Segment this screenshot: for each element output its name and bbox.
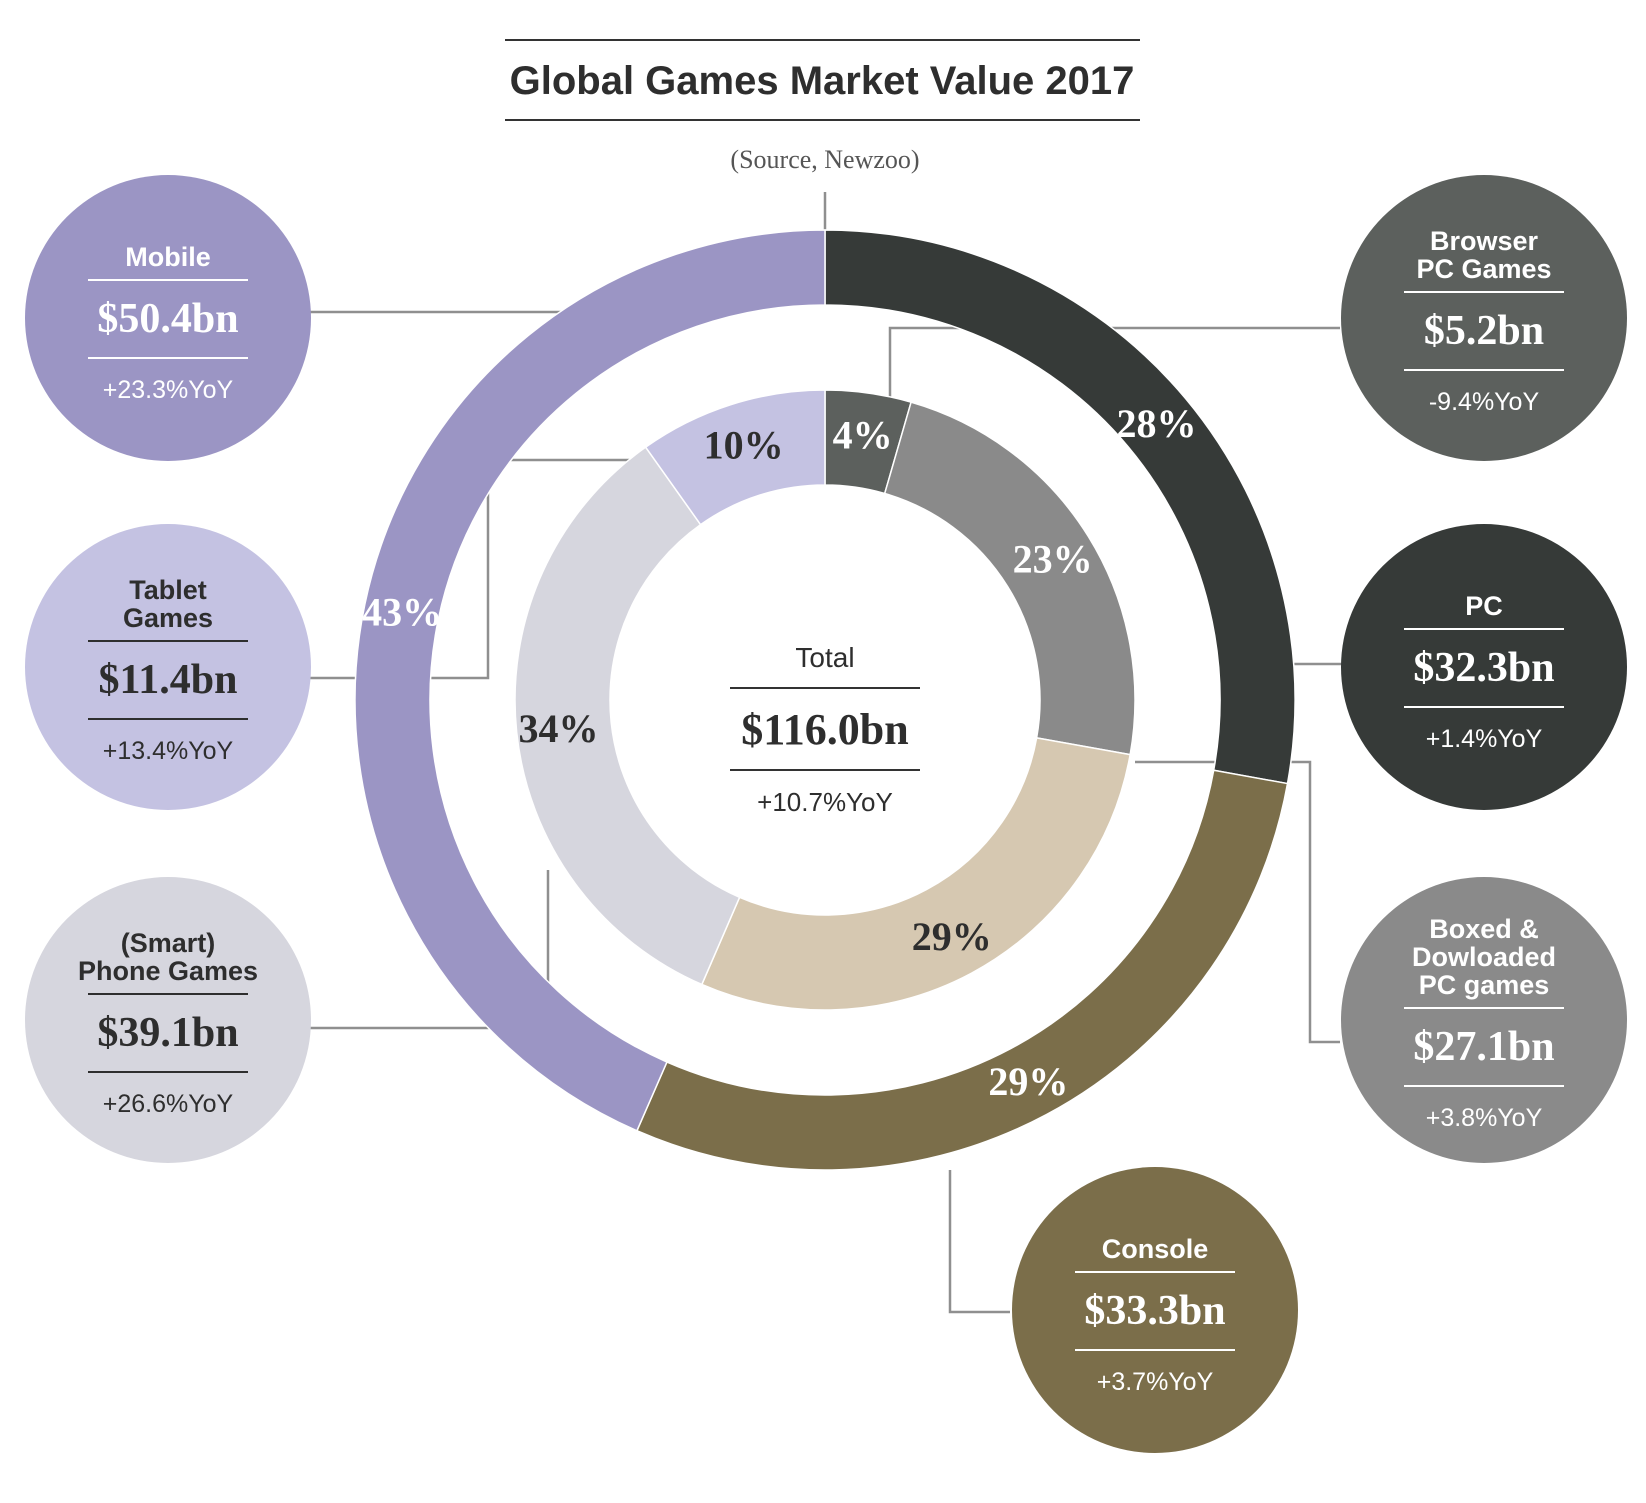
inner-pct-smart-phone-games: 34%: [518, 706, 598, 751]
bubble-label: Tablet: [129, 575, 207, 605]
bubble-label: Games: [123, 603, 213, 633]
bubble-label: Mobile: [125, 242, 211, 272]
bubble-circle: [1341, 877, 1627, 1163]
outer-ring: [354, 229, 1296, 1171]
inner-slice-boxed-dowloaded-pc-games: [883, 401, 1136, 756]
bubble-label: PC Games: [1416, 254, 1551, 284]
bubble-pc: PC $32.3bn +1.4%YoY: [1341, 524, 1627, 810]
bubble-yoy: +3.7%YoY: [1097, 1368, 1214, 1396]
inner-pct-console: 29%: [912, 914, 992, 959]
bubble-yoy: +13.4%YoY: [103, 737, 234, 765]
inner-pct-browser-pc-games: 4%: [833, 413, 893, 458]
bubble-yoy: +1.4%YoY: [1426, 725, 1543, 753]
bubble-circle: [25, 877, 311, 1163]
inner-pct-boxed-dowloaded-pc-games: 23%: [1013, 537, 1093, 582]
total-yoy: +10.7%YoY: [757, 787, 893, 817]
total-label: Total: [795, 642, 854, 673]
inner-pct-tablet-games: 10%: [704, 423, 784, 468]
bubble-value: $39.1bn: [97, 1010, 238, 1056]
bubble-yoy: +26.6%YoY: [103, 1090, 234, 1118]
bubble-circle: [1012, 1167, 1298, 1453]
bubble-phone: (Smart)Phone Games $39.1bn +26.6%YoY: [25, 877, 311, 1163]
center-total: Total $116.0bn +10.7%YoY: [730, 642, 920, 817]
bubble-circle: [25, 175, 311, 461]
bubble-value: $50.4bn: [97, 296, 238, 342]
percent-labels: 28% 29% 43% 4% 23% 29% 34% 10%: [362, 401, 1196, 1104]
bubble-yoy: +3.8%YoY: [1426, 1104, 1543, 1132]
outer-slice-mobile: [354, 229, 826, 1132]
inner-ring: [514, 389, 1136, 1011]
bubble-value: $11.4bn: [99, 657, 238, 703]
bubble-value: $32.3bn: [1413, 645, 1554, 691]
outer-pct-mobile: 43%: [362, 590, 442, 635]
bubble-label: PC games: [1419, 970, 1550, 1000]
total-value: $116.0bn: [741, 705, 909, 754]
bubble-yoy: +23.3%YoY: [103, 376, 234, 404]
leader-line-console: [948, 1170, 1010, 1314]
outer-pct-console: 29%: [988, 1059, 1068, 1104]
bubble-label: Phone Games: [78, 956, 258, 986]
bubble-label: PC: [1465, 591, 1503, 621]
outer-slice-pc: [824, 229, 1296, 785]
inner-slice-smart-phone-games: [514, 446, 741, 986]
bubble-label: (Smart): [121, 928, 216, 958]
bubble-value: $27.1bn: [1413, 1024, 1554, 1070]
bubble-circle: [1341, 175, 1627, 461]
chart-subtitle: (Source, Newzoo): [730, 145, 919, 174]
inner-slice-tablet-games: [644, 389, 826, 526]
leader-line-browser: [888, 326, 1340, 430]
bubble-label: Console: [1102, 1234, 1209, 1264]
bubble-label: Boxed &: [1429, 914, 1539, 944]
bubble-value: $5.2bn: [1424, 308, 1544, 354]
bubble-console: Console $33.3bn +3.7%YoY: [1012, 1167, 1298, 1453]
bubble-label: Dowloaded: [1412, 942, 1556, 972]
bubble-mobile: Mobile $50.4bn +23.3%YoY: [25, 175, 311, 461]
chart-title: Global Games Market Value 2017: [510, 59, 1135, 103]
bubble-value: $33.3bn: [1084, 1288, 1225, 1334]
bubble-yoy: -9.4%YoY: [1429, 388, 1540, 416]
outer-pct-pc: 28%: [1117, 401, 1197, 446]
bubble-circle: [1341, 524, 1627, 810]
inner-slice-console: [700, 737, 1132, 1011]
bubble-label: Browser: [1430, 226, 1539, 256]
bubble-circle: [25, 524, 311, 810]
